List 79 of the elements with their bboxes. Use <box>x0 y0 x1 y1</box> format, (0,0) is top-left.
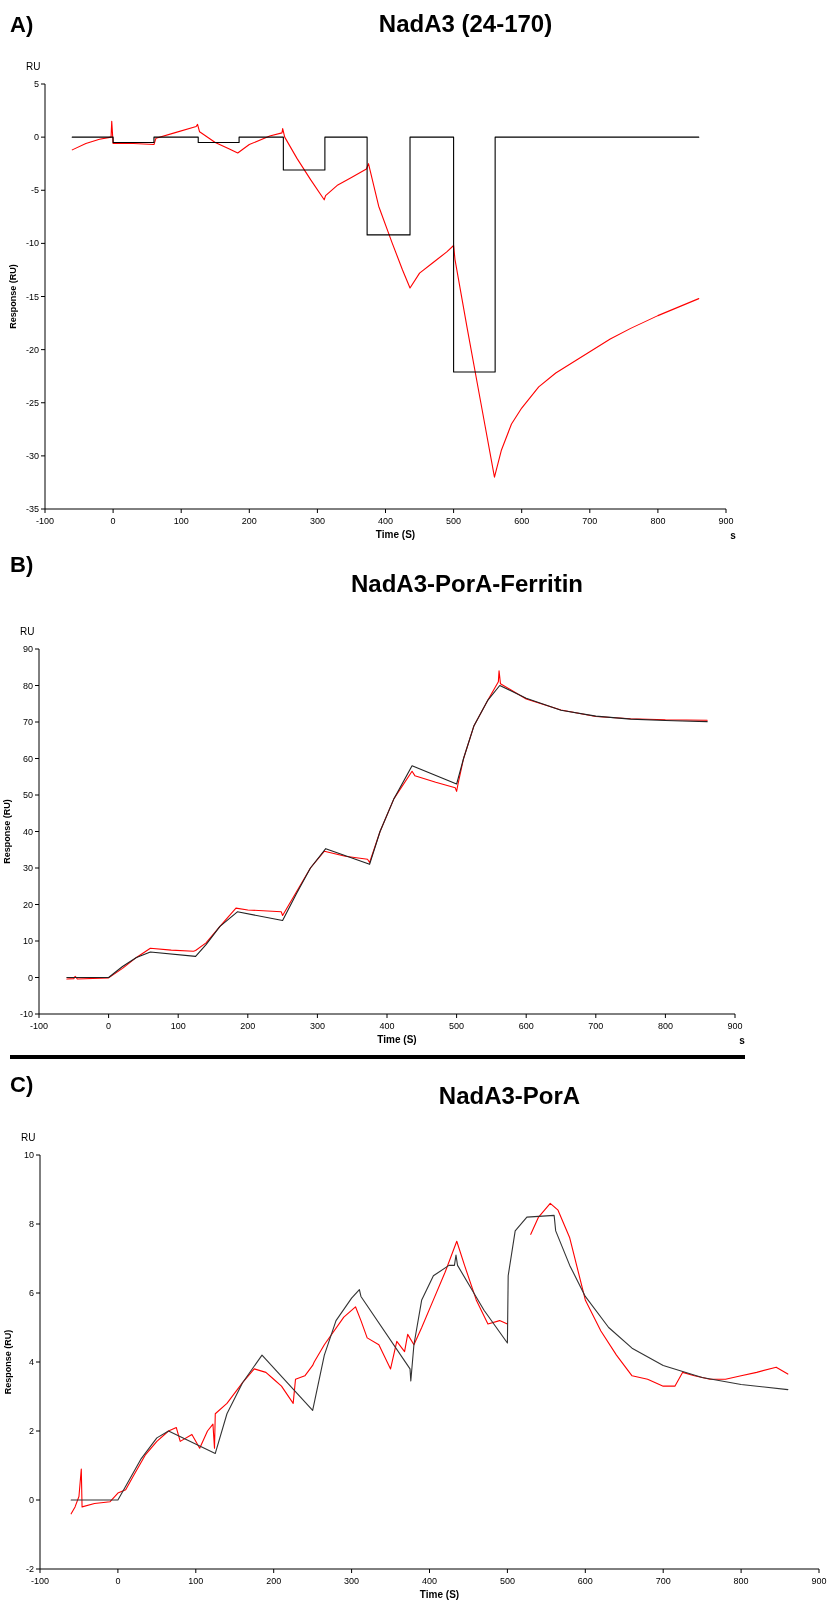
x-tick-label: 200 <box>240 1021 256 1031</box>
y-tick-label: -15 <box>25 291 39 302</box>
x-axis-title: Time (S) <box>377 1034 417 1045</box>
line-series <box>71 136 700 373</box>
y-tick-label: 0 <box>28 1495 34 1505</box>
x-tick-label: 700 <box>655 1576 671 1586</box>
y-tick-label: 0 <box>33 132 39 143</box>
y-tick-label: 40 <box>22 826 33 837</box>
x-tick-label: 600 <box>514 516 530 526</box>
x-tick-label: 800 <box>733 1576 749 1586</box>
line-series <box>71 120 700 478</box>
y-tick-label: 30 <box>22 863 33 873</box>
text: s <box>739 1035 746 1046</box>
x-tick-label: 200 <box>241 516 257 526</box>
x-tick-label: 0 <box>110 516 116 526</box>
x-tick-label: -100 <box>30 1576 50 1586</box>
text: RU <box>20 626 35 637</box>
y-tick-label: -25 <box>25 397 39 408</box>
y-tick-label: 2 <box>28 1426 34 1436</box>
y-tick-label: 5 <box>33 79 39 89</box>
x-tick-label: 400 <box>379 1021 395 1031</box>
x-tick-label: 300 <box>344 1576 360 1586</box>
x-tick-label: 900 <box>811 1576 827 1586</box>
y-tick-label: 70 <box>22 717 33 727</box>
x-tick-label: 700 <box>588 1021 604 1031</box>
x-tick-label: 600 <box>577 1576 593 1586</box>
y-tick-label: -20 <box>25 344 39 355</box>
text: RU <box>26 61 41 72</box>
x-tick-label: 300 <box>309 516 325 526</box>
y-tick-label: -2 <box>25 1564 34 1574</box>
y-tick-label: -5 <box>30 185 39 196</box>
x-axis-title: Time (S) <box>375 529 416 540</box>
x-axis-title: Time (S) <box>419 1589 460 1600</box>
x-tick-label: 500 <box>449 1021 465 1031</box>
y-tick-label: 50 <box>22 790 33 800</box>
y-axis-title: Response (RU) <box>2 799 12 864</box>
x-tick-label: -100 <box>35 516 55 526</box>
y-tick-label: 4 <box>28 1357 34 1367</box>
y-tick-label: 10 <box>23 1150 34 1160</box>
y-tick-label: -30 <box>25 450 39 461</box>
x-tick-label: 500 <box>446 516 462 526</box>
x-tick-label: 900 <box>727 1021 743 1031</box>
text: B) <box>10 552 34 577</box>
x-tick-label: 0 <box>106 1021 112 1031</box>
y-tick-label: -35 <box>25 504 39 514</box>
x-tick-label: 800 <box>657 1021 673 1031</box>
x-tick-label: 0 <box>115 1576 121 1586</box>
chart-title: NadA3-PorA <box>438 1082 581 1109</box>
text: A) <box>10 12 34 37</box>
x-tick-label: 300 <box>309 1021 325 1031</box>
x-tick-label: 800 <box>650 516 666 526</box>
y-tick-label: -10 <box>25 238 39 249</box>
y-tick-label: 80 <box>22 680 33 691</box>
chart-title: NadA3-PorA-Ferritin <box>350 570 584 597</box>
x-tick-label: 100 <box>188 1576 204 1586</box>
y-tick-label: 0 <box>27 972 33 983</box>
x-tick-label: -100 <box>29 1021 49 1031</box>
y-tick-label: -10 <box>19 1009 33 1019</box>
x-tick-label: 400 <box>421 1576 438 1586</box>
y-tick-label: 10 <box>22 936 33 946</box>
x-tick-label: 100 <box>170 1021 186 1031</box>
text: RU <box>21 1132 36 1143</box>
y-tick-label: 8 <box>28 1219 34 1229</box>
chart-title: NadA3 (24-170) <box>378 10 553 37</box>
text: s <box>730 530 737 541</box>
y-tick-label: 60 <box>22 753 33 764</box>
x-tick-label: 900 <box>718 516 734 526</box>
text: C) <box>10 1072 34 1097</box>
x-tick-label: 100 <box>173 516 189 526</box>
x-tick-label: 200 <box>266 1576 282 1586</box>
x-tick-label: 500 <box>499 1576 515 1586</box>
x-tick-label: 600 <box>518 1021 534 1031</box>
y-tick-label: 90 <box>22 644 33 654</box>
y-axis-title: Response (RU) <box>3 1329 13 1395</box>
x-tick-label: 400 <box>377 516 394 526</box>
y-tick-label: 6 <box>28 1288 34 1298</box>
x-tick-label: 700 <box>582 516 598 526</box>
y-tick-label: 20 <box>22 899 33 910</box>
y-axis-title: Response (RU) <box>8 264 18 329</box>
